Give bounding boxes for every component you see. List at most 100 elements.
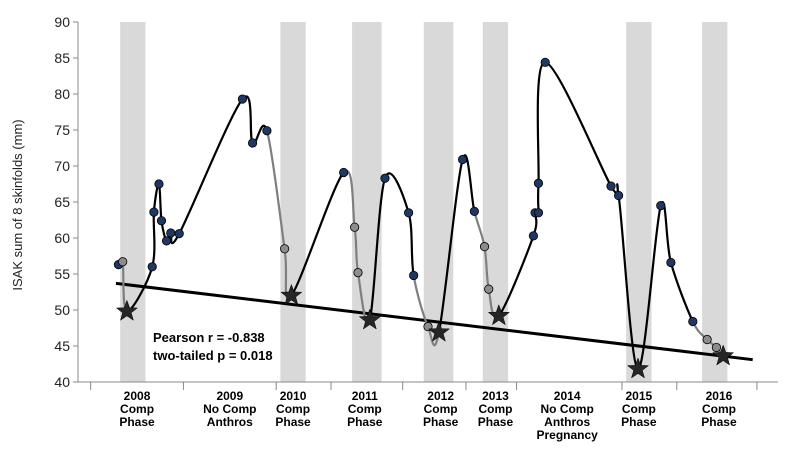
y-tick-label: 75 [54, 122, 70, 138]
x-category-label-3: 2011 Comp Phase [347, 389, 383, 429]
series-line-segment [610, 183, 620, 196]
x-category-line: Phase [478, 415, 514, 429]
x-category-line: Phase [621, 415, 657, 429]
x-category-line: 2008 [124, 389, 151, 403]
series-line-segment [636, 205, 662, 371]
data-point-marker [353, 267, 363, 278]
x-category-line: Pregnancy [536, 428, 598, 442]
data-point-marker [237, 94, 248, 104]
y-tick-label: 55 [54, 266, 70, 282]
trendline-layer [115, 281, 753, 362]
data-point-marker [149, 207, 159, 217]
y-tick-label: 65 [54, 194, 70, 210]
data-point-marker [606, 181, 616, 191]
comp-low-star-marker [712, 344, 735, 366]
series-line-segment [437, 159, 464, 333]
y-tick-label: 80 [54, 86, 70, 102]
data-point-marker [469, 206, 479, 216]
y-axis-label: ISAK sum of 8 skinfolds (mm) [10, 119, 25, 290]
data-point-marker [479, 242, 490, 252]
y-tick-label: 85 [54, 50, 70, 66]
trendline [115, 281, 753, 362]
x-category-line: Comp [478, 402, 512, 416]
data-point-marker [280, 244, 290, 254]
data-point-marker [457, 154, 468, 165]
comp-low-star-marker [115, 299, 139, 321]
data-point-marker [154, 179, 164, 189]
series-line-segment [536, 61, 546, 184]
pvalue-annotation: two-tailed p = 0.018 [153, 348, 273, 363]
x-category-line: Comp [424, 402, 458, 416]
x-category-line: 2010 [280, 389, 307, 403]
data-point-marker [247, 138, 258, 148]
comp-phase-band-1 [280, 22, 306, 382]
data-point-marker [409, 270, 419, 281]
x-category-line: 2015 [625, 389, 652, 403]
y-tick-label: 70 [54, 158, 70, 174]
comp-low-star-marker [358, 308, 381, 330]
x-category-line: No Comp [540, 402, 593, 416]
x-category-line: 2016 [706, 389, 733, 403]
x-category-line: Phase [701, 415, 737, 429]
series-line-segment [157, 183, 163, 221]
x-category-line: Phase [347, 415, 383, 429]
data-point-marker [533, 208, 544, 218]
series-line-segment [669, 262, 694, 322]
comp-phase-band-0 [120, 22, 146, 382]
x-category-label-4: 2012 Comp Phase [423, 389, 459, 429]
series-line-segment [290, 171, 345, 297]
data-point-marker [174, 229, 184, 239]
x-category-line: 2011 [352, 389, 378, 403]
data-point-marker [614, 190, 624, 201]
data-point-marker [688, 316, 698, 327]
x-category-line: Phase [119, 415, 155, 429]
x-category-line: Comp [120, 402, 154, 416]
y-tick-label: 45 [54, 338, 70, 354]
data-point-marker [118, 257, 128, 267]
data-point-marker [166, 228, 176, 238]
series-line-segment [178, 98, 244, 235]
x-category-line: Comp [702, 402, 736, 416]
series-line-segment [265, 130, 286, 249]
x-category-label-0: 2008 Comp Phase [119, 389, 155, 429]
comp-low-star-marker [487, 304, 510, 326]
series-line-segment [407, 212, 415, 276]
data-point-marker [540, 57, 550, 67]
data-markers [113, 57, 735, 379]
series-line-segment [151, 211, 156, 268]
x-category-line: 2009 [216, 389, 243, 403]
x-category-line: 2013 [482, 389, 509, 403]
x-category-line: Phase [423, 415, 459, 429]
data-point-marker [156, 216, 167, 226]
y-tick-label: 40 [54, 374, 70, 390]
series-line-segment [659, 201, 672, 263]
x-category-line: Anthros [544, 415, 590, 429]
x-category-line: Anthros [207, 415, 253, 429]
x-category-line: Comp [348, 402, 382, 416]
y-tick-label: 60 [54, 230, 70, 246]
x-category-line: 2014 [554, 389, 581, 403]
series-line-segment [368, 177, 387, 321]
axes: 40 45 50 55 60 65 70 75 80 85 90 [54, 14, 778, 390]
data-point-marker [533, 178, 544, 188]
data-point-marker [262, 126, 272, 136]
y-tick-label: 50 [54, 302, 70, 318]
series-line-segment [617, 195, 640, 371]
x-category-label-1: 2009 No Comp Anthros [203, 389, 256, 429]
series-line-segment [544, 61, 612, 187]
x-category-label-8: 2016 Comp Phase [701, 389, 737, 429]
comp-phase-band-6 [702, 22, 728, 382]
data-point-marker [656, 201, 666, 211]
data-point-marker [350, 222, 360, 232]
x-category-label-7: 2015 Comp Phase [621, 389, 657, 429]
data-point-marker [702, 334, 712, 345]
x-category-label-5: 2013 Comp Phase [478, 389, 514, 429]
x-category-line: Comp [622, 402, 656, 416]
x-category-label-6: 2014 No Comp Anthros Pregnancy [536, 389, 598, 442]
y-tick-label: 90 [54, 14, 70, 30]
data-point-marker [711, 342, 722, 353]
data-point-marker [339, 167, 349, 178]
data-point-marker [161, 236, 172, 246]
data-point-marker [380, 173, 390, 183]
